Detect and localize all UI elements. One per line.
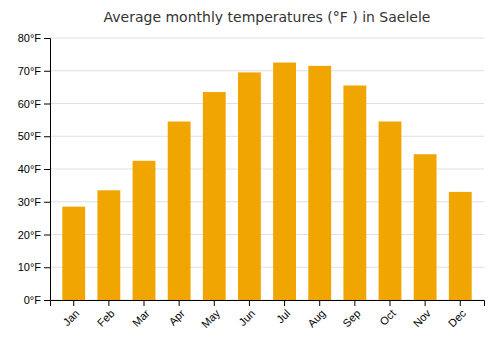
y-tick: 80°F: [18, 32, 50, 44]
x-tick-mark: [249, 300, 250, 306]
y-tick-mark: [44, 38, 50, 39]
x-tick: Nov: [411, 300, 434, 329]
y-tick-label: 20°F: [18, 229, 42, 241]
x-tick-mark: [460, 300, 461, 306]
title: Average monthly temperatures (°F ) in Sa…: [104, 9, 431, 25]
x-tick: Jan: [60, 300, 81, 328]
x-tick: Jun: [236, 300, 257, 328]
y-tick: 60°F: [18, 98, 50, 110]
x-tick: May: [199, 300, 223, 330]
y-tick: 50°F: [18, 130, 50, 142]
y-tick: 30°F: [18, 196, 50, 208]
y-tick-mark: [44, 300, 50, 301]
x-axis: Jan Feb Mar Apr May Jun Jul Aug Sep Oct Nov Dec: [51, 300, 485, 330]
x-tick: Dec: [446, 300, 469, 329]
y-tick-label: 10°F: [18, 261, 42, 273]
chart: Jan Feb Mar Apr May Jun Jul Aug Sep Oct Nov Dec 0°F 1…: [0, 0, 500, 350]
x-tick: Sep: [340, 300, 362, 329]
bar: [273, 63, 296, 300]
x-tick-label: Jan: [60, 307, 81, 328]
bar: [308, 66, 331, 300]
x-tick-label: Apr: [166, 307, 187, 328]
y-tick-label: 60°F: [18, 98, 42, 110]
y-tick-label: 30°F: [18, 196, 42, 208]
x-tick-mark: [73, 300, 74, 306]
y-tick-label: 70°F: [18, 65, 42, 77]
bar: [414, 154, 437, 300]
x-tick-label: Sep: [340, 307, 362, 329]
y-tick-mark: [44, 267, 50, 268]
x-tick-mark: [214, 300, 215, 306]
grid-line: [50, 136, 484, 137]
bar: [168, 122, 191, 300]
x-tick-label: Jun: [236, 307, 257, 328]
x-tick-mark: [108, 300, 109, 306]
x-tick-mark: [354, 300, 355, 306]
y-tick-label: 50°F: [18, 130, 42, 142]
grid-line: [50, 103, 484, 104]
y-tick: 40°F: [18, 163, 50, 175]
x-tick: Mar: [130, 300, 152, 329]
y-tick-mark: [44, 136, 50, 137]
y-tick-mark: [44, 104, 50, 105]
x-tick: Jul: [274, 300, 292, 326]
x-tick-mark: [425, 300, 426, 306]
y-tick-mark: [44, 235, 50, 236]
y-tick: 70°F: [18, 65, 50, 77]
bar: [203, 92, 226, 300]
bar: [379, 122, 402, 300]
x-tick-label: Jul: [274, 307, 292, 325]
y-tick-mark: [44, 71, 50, 72]
bar: [97, 190, 120, 300]
x-axis-line: [51, 301, 485, 307]
grid-line: [50, 38, 484, 39]
y-tick: 20°F: [18, 229, 50, 241]
grid-line: [50, 70, 484, 71]
x-tick-mark: [144, 300, 145, 306]
x-tick-label: Mar: [130, 307, 152, 329]
x-tick-label: Feb: [95, 307, 117, 329]
x-tick: Oct: [377, 300, 398, 328]
bar: [343, 85, 366, 300]
y-tick-mark: [44, 202, 50, 203]
y-tick-label: 40°F: [18, 163, 42, 175]
y-tick-label: 0°F: [24, 294, 42, 306]
y-tick: 10°F: [18, 261, 50, 273]
y-tick: 0°F: [24, 294, 50, 306]
x-tick-label: May: [199, 307, 223, 331]
bar: [133, 161, 156, 300]
y-axis-line: [44, 39, 51, 301]
x-tick: Feb: [95, 300, 117, 329]
x-tick-label: Nov: [411, 307, 434, 330]
bars: [62, 63, 471, 300]
x-tick-mark: [284, 300, 285, 306]
x-tick-label: Dec: [446, 307, 469, 330]
bar: [62, 207, 85, 300]
x-tick-mark: [319, 300, 320, 306]
x-tick-label: Aug: [305, 307, 327, 329]
x-tick-mark: [389, 300, 390, 306]
x-tick: Aug: [305, 300, 327, 329]
x-tick-label: Oct: [377, 307, 398, 328]
y-tick-label: 80°F: [18, 32, 42, 44]
x-tick: Apr: [166, 300, 187, 328]
y-axis: 0°F 10°F 20°F 30°F 40°F 50°F 60°F 70°F 80°F: [18, 32, 51, 306]
bar: [238, 72, 261, 300]
grid: [50, 38, 484, 300]
bar: [449, 192, 472, 300]
x-tick-mark: [179, 300, 180, 306]
y-tick-mark: [44, 169, 50, 170]
